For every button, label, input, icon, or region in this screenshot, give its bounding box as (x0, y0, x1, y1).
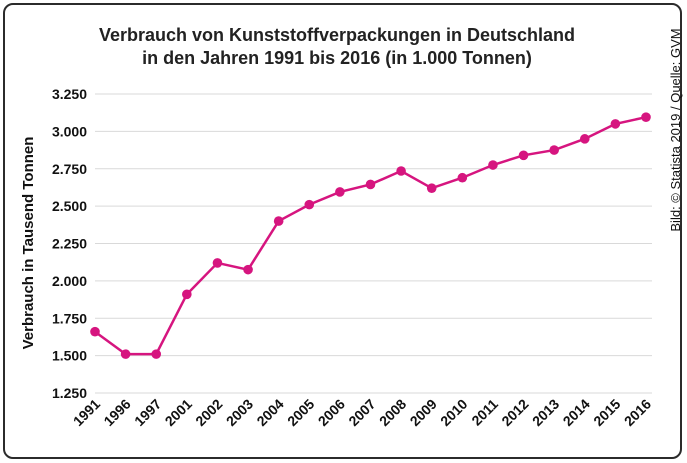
data-point (426, 183, 437, 193)
data-point (488, 160, 498, 170)
x-tick-label: 2010 (437, 396, 470, 429)
x-tick-label: 2001 (162, 396, 195, 429)
data-point (90, 326, 100, 337)
x-tick-label: 2006 (315, 396, 348, 429)
y-tick-label: 2.250 (52, 236, 87, 252)
y-tick-label: 1.500 (52, 348, 87, 364)
data-point (335, 187, 345, 197)
x-tick-label: 2007 (345, 396, 378, 429)
chart-title-line-2: in den Jahren 1991 bis 2016 (in 1.000 To… (142, 48, 532, 68)
y-axis-tick-labels: 1.250 1.500 1.750 2.000 2.250 2.500 2.750 3.000… (52, 86, 87, 401)
x-tick-label: 2005 (284, 396, 317, 429)
data-point (304, 199, 315, 210)
chart-title: Verbrauch von Kunststoffverpackungen in … (99, 25, 575, 68)
gridlines (95, 93, 652, 394)
x-tick-label: 2011 (468, 396, 501, 429)
data-point (518, 150, 529, 161)
data-point (549, 145, 559, 155)
x-tick-label: 2008 (376, 396, 409, 429)
y-tick-label: 2.750 (52, 161, 87, 177)
x-tick-label: 1997 (131, 396, 164, 429)
x-tick-label: 2012 (498, 396, 531, 429)
x-tick-label: 2014 (560, 396, 593, 429)
data-point (641, 112, 651, 122)
series-verbrauch (90, 112, 651, 359)
x-tick-label: 1996 (100, 396, 133, 429)
x-tick-label: 2003 (223, 396, 256, 429)
y-tick-label: 1.750 (52, 310, 87, 326)
x-tick-label: 2016 (621, 396, 654, 429)
data-point (579, 134, 590, 144)
data-point (182, 289, 192, 300)
y-axis-label: Verbrauch in Tausend Tonnen (20, 137, 37, 350)
chart-title-line-1: Verbrauch von Kunststoffverpackungen in … (99, 25, 575, 45)
data-point (120, 349, 131, 359)
y-tick-label: 2.000 (52, 273, 87, 289)
data-point (151, 349, 162, 359)
x-tick-label: 2015 (590, 396, 623, 429)
source-credit: Bild: © Statista 2019 / Quelle: GVM (668, 28, 683, 231)
data-point (212, 258, 223, 268)
data-point (610, 119, 621, 129)
y-tick-label: 2.500 (52, 198, 87, 214)
chart-frame (3, 3, 682, 459)
x-tick-label: 2002 (192, 396, 225, 429)
data-point (396, 166, 406, 176)
y-tick-label: 3.250 (52, 86, 87, 102)
data-point (457, 172, 468, 183)
x-tick-label: 2009 (406, 396, 439, 429)
x-tick-label: 2013 (529, 396, 562, 429)
y-tick-label: 3.000 (52, 123, 87, 139)
data-point (243, 264, 253, 275)
data-point (365, 179, 376, 190)
y-tick-label: 1.250 (52, 385, 87, 401)
data-point (273, 216, 284, 226)
x-tick-label: 2004 (253, 396, 286, 429)
x-axis-tick-labels: 1991199619972001200220032004200520062007… (70, 396, 654, 429)
